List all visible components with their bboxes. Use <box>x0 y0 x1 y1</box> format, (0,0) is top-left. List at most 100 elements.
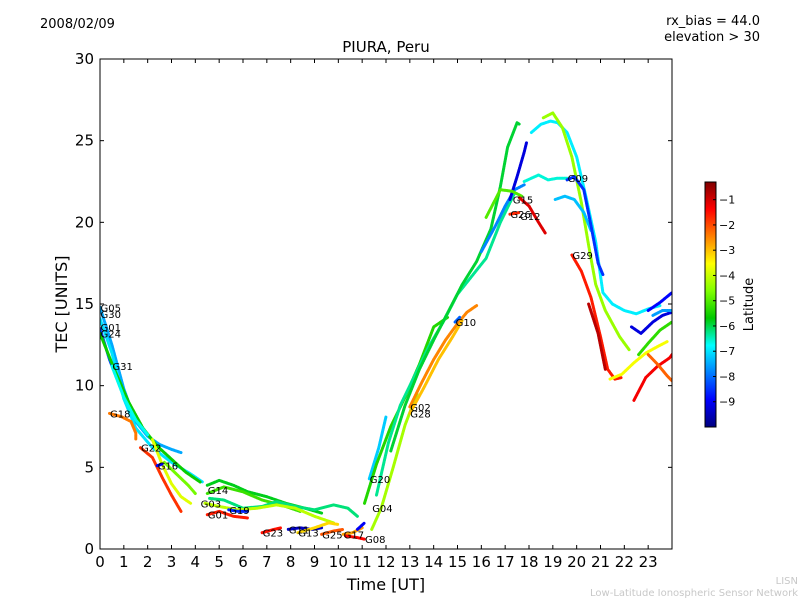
x-tick-label: 0 <box>95 553 105 571</box>
y-tick-label: 0 <box>84 540 94 558</box>
y-tick-label: 30 <box>75 50 94 68</box>
x-tick-label: 11 <box>353 553 372 571</box>
satellite-label-g29: G29 <box>572 251 592 262</box>
series-line-40 <box>565 175 605 277</box>
x-tick-label: 16 <box>472 553 491 571</box>
series-line-17 <box>286 526 324 531</box>
series-line-47 <box>646 291 672 312</box>
satellite-label-g16: G16 <box>158 462 178 473</box>
satellite-label-g12: G12 <box>520 212 540 223</box>
y-tick-label: 20 <box>75 213 94 231</box>
satellite-label-g24: G24 <box>101 329 121 340</box>
series-group <box>100 111 672 541</box>
x-axis-label: Time [UT] <box>346 575 425 594</box>
colorbar-tick-label: −8 <box>719 370 735 383</box>
elevation-label: elevation > 30 <box>664 30 760 45</box>
series-line-42 <box>587 302 607 371</box>
y-axis: 0 5 10 15 20 25 30 TEC [UNITS] <box>52 50 672 558</box>
satellite-label-g25: G25 <box>322 530 342 541</box>
series-line-48 <box>637 320 672 357</box>
satellite-label-g11: G11 <box>289 525 309 536</box>
series-line-33 <box>484 188 524 219</box>
satellite-label-g10: G10 <box>456 318 476 329</box>
x-tick-label: 4 <box>191 553 201 571</box>
satellite-label-g01: G01 <box>208 511 228 522</box>
satellite-label-g08: G08 <box>365 535 385 546</box>
series-line-6 <box>139 446 183 513</box>
series-line-30 <box>453 315 462 324</box>
x-tick-label: 15 <box>448 553 467 571</box>
satellite-label-g23: G23 <box>263 529 283 540</box>
y-tick-label: 5 <box>84 458 94 476</box>
x-tick-label: 23 <box>639 553 658 571</box>
chart-title: PIURA, Peru <box>342 38 430 56</box>
series-line-34 <box>508 211 521 216</box>
x-tick-label: 10 <box>329 553 348 571</box>
colorbar-tick-label: −5 <box>719 295 735 308</box>
series-line-45 <box>646 353 672 383</box>
satellite-label-g18: G18 <box>110 409 130 420</box>
satellite-label-g09: G09 <box>568 174 588 185</box>
x-tick-label: 22 <box>615 553 634 571</box>
x-tick-label: 18 <box>519 553 538 571</box>
series-line-29 <box>408 318 464 415</box>
series-line-8 <box>155 462 164 468</box>
x-tick-label: 17 <box>496 553 515 571</box>
y-tick-label: 15 <box>75 295 94 313</box>
satellite-label-g15: G15 <box>513 196 533 207</box>
x-axis: 0 1 2 3 4 5 6 7 8 9 10 11 12 13 14 15 16 17 18 19 20 21 22 23Ti… <box>95 59 658 594</box>
x-tick-label: 19 <box>543 553 562 571</box>
colorbar-tick-label: −1 <box>719 194 735 207</box>
satellite-label-g02: G02 <box>410 403 430 414</box>
x-tick-label: 2 <box>143 553 153 571</box>
colorbar-tick-label: −2 <box>719 219 735 232</box>
x-tick-label: 9 <box>310 553 320 571</box>
series-line-4 <box>110 364 150 437</box>
series-line-27 <box>389 121 521 453</box>
series-line-18 <box>296 521 340 535</box>
colorbar-tick-label: −7 <box>719 345 735 358</box>
satellite-label-g01: G01 <box>101 323 121 334</box>
x-tick-label: 12 <box>376 553 395 571</box>
series-line-15 <box>205 509 250 520</box>
satellite-label-g19: G19 <box>229 506 249 517</box>
satellite-label-g04: G04 <box>372 504 392 515</box>
x-tick-label: 5 <box>214 553 224 571</box>
series-line-32 <box>508 140 529 201</box>
series-line-14 <box>227 508 250 513</box>
satellite-label-g03: G03 <box>201 499 221 510</box>
footer-lisn: LISN <box>775 576 798 587</box>
series-line-23 <box>367 415 388 481</box>
series-line-12 <box>208 496 359 518</box>
satellite-label-g17: G17 <box>344 530 364 541</box>
series-line-49 <box>651 309 672 317</box>
satellite-label-g20: G20 <box>370 475 390 486</box>
x-tick-label: 14 <box>424 553 443 571</box>
x-tick-label: 1 <box>119 553 129 571</box>
series-line-5 <box>108 411 138 442</box>
x-tick-label: 20 <box>567 553 586 571</box>
satellite-label-g30: G30 <box>101 310 121 321</box>
series-line-7 <box>150 438 193 505</box>
series-line-39 <box>553 194 593 232</box>
x-tick-label: 7 <box>262 553 272 571</box>
rx-bias-label: rx_bias = 44.0 <box>666 14 760 29</box>
series-line-13 <box>203 501 336 525</box>
satellite-label-g05: G05 <box>101 303 121 314</box>
colorbar-gradient <box>704 181 717 428</box>
x-tick-label: 3 <box>167 553 177 571</box>
satellite-label-g13: G13 <box>298 529 318 540</box>
x-tick-label: 13 <box>400 553 419 571</box>
footer-network: Low-Latitude Ionospheric Sensor Network <box>590 588 798 599</box>
series-line-43 <box>608 340 669 381</box>
series-line-28 <box>408 304 479 409</box>
x-tick-label: 21 <box>591 553 610 571</box>
colorbar-label: Latitude <box>742 278 757 332</box>
series-line-21 <box>355 521 366 531</box>
satellite-label-g22: G22 <box>141 444 161 455</box>
satellite-label-g28: G28 <box>410 409 430 420</box>
satellite-label-g26: G26 <box>510 210 530 221</box>
